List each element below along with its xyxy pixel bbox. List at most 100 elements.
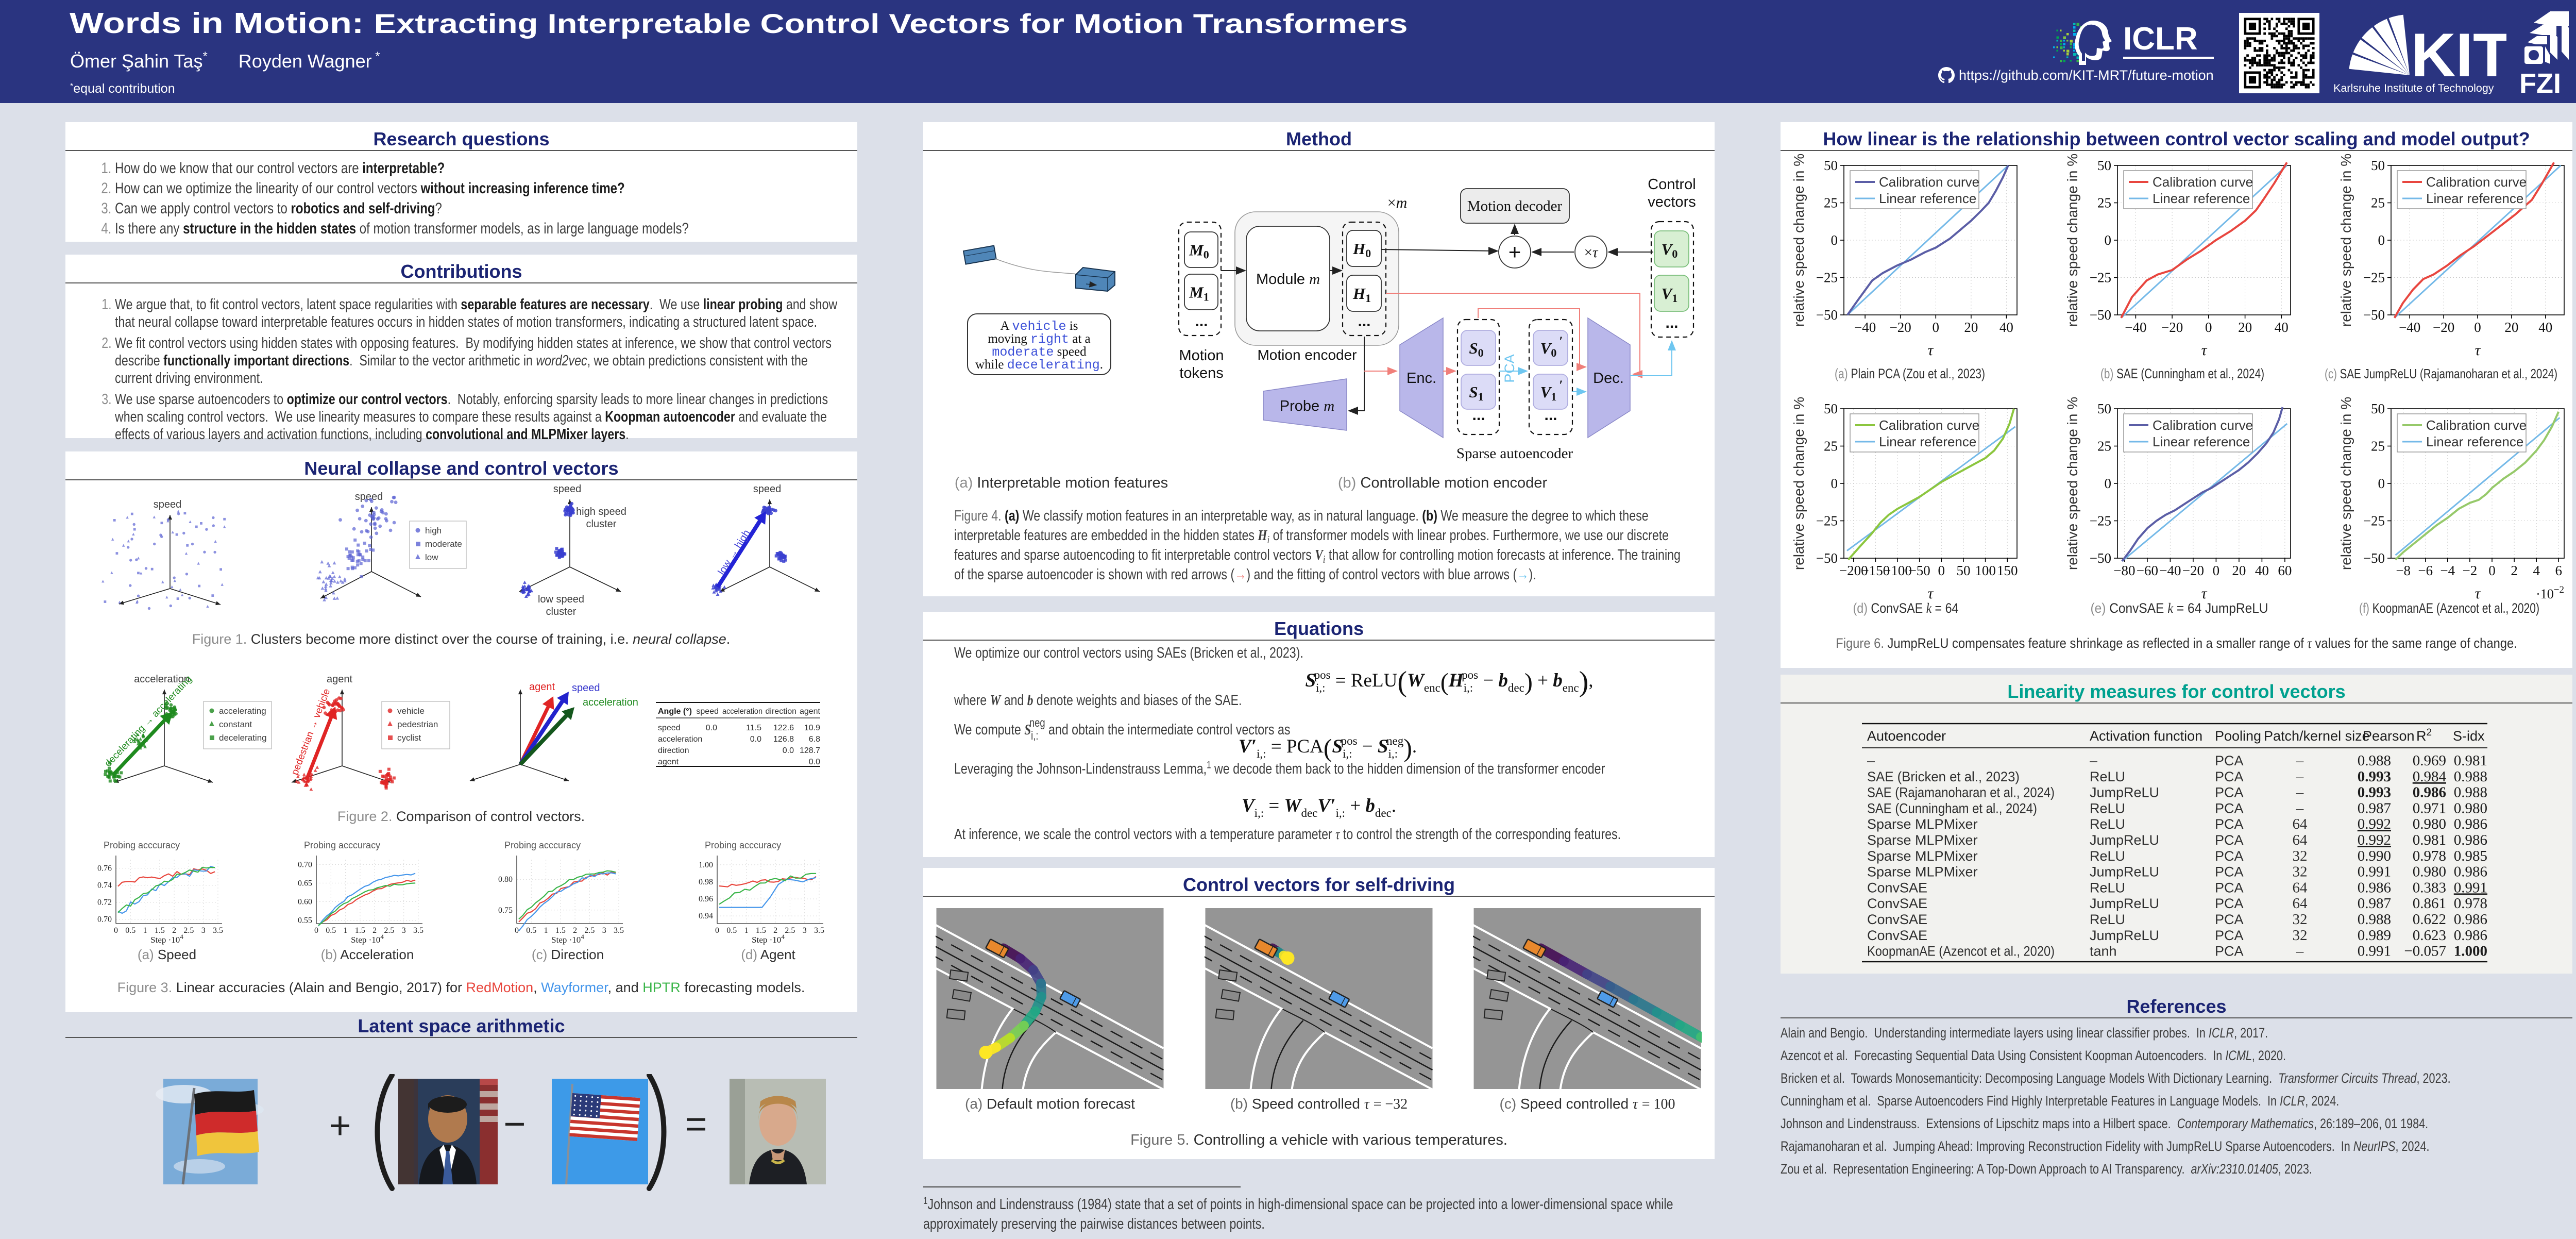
svg-text:accelerating: accelerating [219, 706, 266, 716]
svg-text:Sparse MLPMixer: Sparse MLPMixer [1867, 816, 1978, 832]
svg-text:cyclist: cyclist [397, 733, 421, 743]
svg-text:0.989: 0.989 [2358, 927, 2391, 944]
svg-text:agent: agent [327, 674, 352, 685]
svg-text:0: 0 [2378, 476, 2385, 491]
svg-text:Sparse MLPMixer: Sparse MLPMixer [1867, 864, 1978, 880]
svg-text:0.0: 0.0 [750, 735, 761, 744]
svg-text:Calibration curve: Calibration curve [2426, 417, 2527, 433]
svg-text:=: = [685, 1102, 707, 1145]
svg-text:0.622: 0.622 [2413, 911, 2446, 928]
svg-text:−25: −25 [2363, 513, 2385, 529]
svg-text:PCA: PCA [2215, 896, 2244, 911]
svg-text:−150: −150 [1861, 563, 1890, 578]
svg-text:speed: speed [553, 483, 582, 495]
svg-text:2.5: 2.5 [584, 926, 595, 935]
svg-text:0.76: 0.76 [97, 864, 112, 873]
svg-text:0: 0 [2105, 476, 2112, 491]
svg-text:122.6: 122.6 [773, 724, 794, 732]
svg-text:0: 0 [2105, 232, 2112, 248]
svg-text:PCA: PCA [2215, 864, 2244, 880]
svg-text:−40: −40 [1854, 320, 1876, 335]
svg-text:low speed: low speed [538, 594, 584, 605]
svg-text:+: + [329, 1104, 351, 1147]
svg-text:3.5: 3.5 [213, 926, 223, 935]
svg-text:while decelerating.: while decelerating. [975, 358, 1103, 373]
svg-text:JumpReLU: JumpReLU [2090, 864, 2159, 880]
svg-text:−25: −25 [1816, 270, 1838, 286]
svg-text:relative speed change in %: relative speed change in % [2064, 397, 2080, 570]
svg-text:25: 25 [2097, 195, 2111, 211]
svg-text:acceleration: acceleration [722, 707, 762, 716]
svg-text:Probing acccuracy: Probing acccuracy [504, 840, 581, 850]
svg-text:0.75: 0.75 [498, 906, 513, 915]
svg-text:JumpReLU: JumpReLU [2090, 832, 2159, 848]
svg-text:25: 25 [1824, 195, 1838, 211]
svg-text:32: 32 [2293, 911, 2308, 928]
svg-text:PCA: PCA [2215, 912, 2244, 927]
svg-text:20: 20 [1964, 320, 1978, 335]
svg-text:–: – [2296, 800, 2304, 816]
svg-text:0.623: 0.623 [2413, 927, 2446, 944]
svg-text:Motion: Motion [1179, 347, 1224, 364]
svg-text:JumpReLU: JumpReLU [2090, 896, 2159, 911]
svg-text:relative speed change in %: relative speed change in % [2338, 154, 2354, 327]
svg-text:(a) Speed: (a) Speed [138, 947, 196, 962]
svg-text:speed: speed [658, 724, 681, 732]
svg-text:Angle (°): Angle (°) [658, 707, 692, 716]
svg-text:relative speed change in %: relative speed change in % [2064, 154, 2080, 327]
svg-text:PCA: PCA [2215, 928, 2244, 943]
svg-text:τ: τ [2475, 585, 2481, 602]
svg-text:ConvSAE: ConvSAE [1867, 928, 1927, 943]
svg-text:2.5: 2.5 [384, 926, 394, 935]
svg-text:relative speed change in %: relative speed change in % [1791, 397, 1807, 570]
svg-text:Figure 1. Clusters become more: Figure 1. Clusters become more distinct … [192, 631, 731, 647]
svg-text:4: 4 [2533, 563, 2540, 578]
svg-text:6: 6 [2555, 563, 2562, 578]
svg-text:PCA: PCA [2215, 944, 2244, 959]
svg-text:−200: −200 [1839, 563, 1868, 578]
svg-text:speed: speed [355, 491, 383, 503]
svg-text:τ: τ [1928, 585, 1934, 602]
svg-text:−50: −50 [2090, 307, 2111, 323]
svg-text:Activation function: Activation function [2090, 728, 2202, 744]
svg-text:speed: speed [753, 483, 782, 495]
svg-text:Linear reference: Linear reference [2426, 434, 2523, 449]
svg-text:0.0: 0.0 [706, 724, 717, 732]
svg-text:0.0: 0.0 [783, 746, 794, 755]
svg-text:relative speed change in %: relative speed change in % [1791, 154, 1807, 327]
svg-text:0.5: 0.5 [726, 926, 737, 935]
svg-text:1.5: 1.5 [555, 926, 566, 935]
svg-text:PCA: PCA [2215, 880, 2244, 895]
svg-text:Patch/kernel size: Patch/kernel size [2264, 728, 2370, 744]
svg-text:25: 25 [1824, 439, 1838, 454]
svg-text:40: 40 [2275, 320, 2289, 335]
svg-text:0.984: 0.984 [2413, 768, 2447, 785]
svg-text:0: 0 [114, 926, 118, 935]
svg-text:0: 0 [2205, 320, 2212, 335]
svg-text:2: 2 [2511, 563, 2518, 578]
svg-text:0: 0 [1938, 563, 1945, 578]
svg-text:Module m: Module m [1256, 271, 1320, 288]
svg-text:0.96: 0.96 [699, 895, 713, 903]
svg-text:relative speed change in %: relative speed change in % [2338, 397, 2354, 570]
svg-text:2: 2 [573, 926, 577, 935]
svg-text:−50: −50 [2090, 550, 2111, 566]
svg-text:Step ·104: Step ·104 [551, 933, 584, 945]
svg-text:Probe m: Probe m [1280, 398, 1334, 414]
svg-text:−2: −2 [2463, 563, 2478, 578]
svg-text:40: 40 [2255, 563, 2269, 578]
svg-text:0.988: 0.988 [2358, 752, 2391, 769]
svg-text:−40: −40 [2159, 563, 2181, 578]
svg-text:40: 40 [1999, 320, 2013, 335]
svg-text:0.98: 0.98 [699, 878, 713, 886]
svg-text:′: ′ [1559, 378, 1563, 393]
svg-text:ReLU: ReLU [2090, 816, 2125, 832]
svg-text:PCA: PCA [2215, 848, 2244, 864]
svg-text:(a) Interpretable motion featu: (a) Interpretable motion features [955, 475, 1168, 491]
svg-text:Enc.: Enc. [1406, 370, 1436, 387]
svg-text:0: 0 [2488, 563, 2496, 578]
svg-text:FZI: FZI [2519, 68, 2561, 97]
svg-text:high: high [425, 526, 442, 535]
svg-text:ReLU: ReLU [2090, 800, 2125, 816]
svg-text:0.986: 0.986 [2413, 784, 2446, 801]
